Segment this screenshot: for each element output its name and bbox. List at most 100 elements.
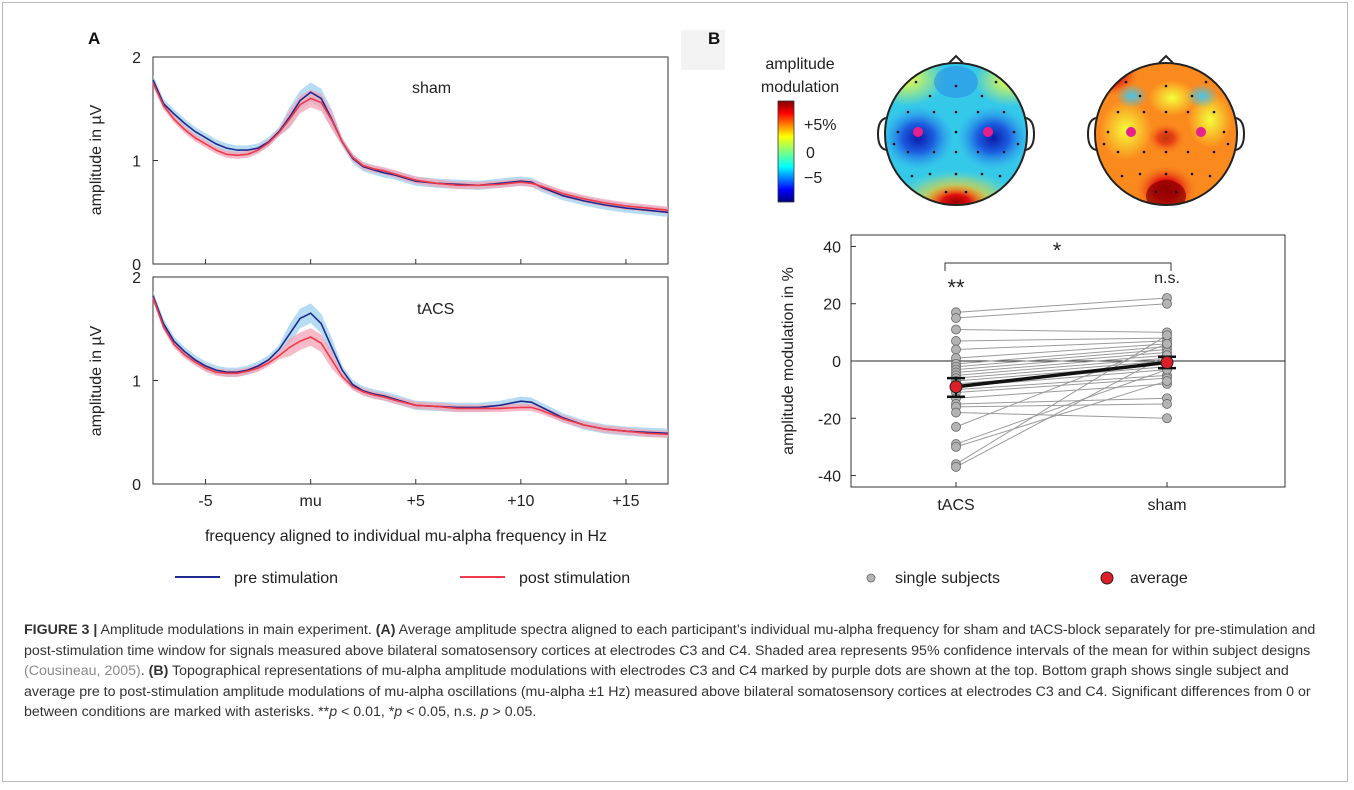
caption-stats: < 0.01, * xyxy=(337,704,395,720)
panel-b-label-bg xyxy=(681,30,725,70)
axes-frame xyxy=(152,276,669,485)
subject-line xyxy=(955,343,1168,359)
panel-a: sham 0 1 2 tACS 0 1 2 -5 mu +5 +10 +15 amplitude … xyxy=(88,50,669,587)
x-tick-label: sham xyxy=(1147,497,1186,514)
electrode-dot xyxy=(976,110,980,114)
electrode-dot xyxy=(1012,130,1016,134)
caption-a-tag: (A) xyxy=(375,622,396,638)
spectrum-sham-subplot: sham 0 1 2 xyxy=(132,50,669,274)
y-tick-label: 0 xyxy=(132,257,141,274)
axes-frame xyxy=(152,56,669,265)
subject-dot-tacs xyxy=(951,462,961,472)
electrode-dot xyxy=(964,190,968,194)
legend-post-label: post stimulation xyxy=(519,570,630,587)
electrode-dot xyxy=(906,110,910,114)
electrode-dot xyxy=(906,150,910,154)
series-line-post xyxy=(152,82,669,211)
topomap-tacs xyxy=(876,54,1036,206)
subject-dot-sham xyxy=(1162,330,1172,341)
electrode-dot xyxy=(1186,150,1190,154)
y-tick-label: 1 xyxy=(132,374,141,391)
subject-line xyxy=(955,349,1168,368)
x-tick-label: mu xyxy=(300,493,322,510)
legend-average-label: average xyxy=(1130,570,1188,587)
colorbar xyxy=(777,100,795,203)
subject-line xyxy=(955,337,1168,342)
electrode-dot xyxy=(1190,94,1194,98)
electrode-dot xyxy=(896,130,900,134)
electrode-dot xyxy=(1138,172,1142,176)
electrode-dot xyxy=(928,94,932,98)
electrode-dot xyxy=(1116,110,1120,114)
colorbar-title-1: amplitude xyxy=(765,56,834,73)
legend-average-marker xyxy=(1100,571,1114,585)
legend-pre-label: pre stimulation xyxy=(234,570,338,587)
subject-line xyxy=(955,397,1168,405)
subject-dot-tacs xyxy=(951,336,961,346)
electrode-dot xyxy=(1164,172,1168,176)
subject-line xyxy=(955,334,1168,465)
subject-line xyxy=(955,369,1168,445)
electrode-dot xyxy=(892,142,896,146)
caption-citation[interactable]: (Cousineau, 2005) xyxy=(24,663,141,679)
electrode-dot xyxy=(954,172,958,176)
colorbar-title-2: modulation xyxy=(761,79,839,96)
average-dot-sham xyxy=(1160,355,1174,369)
y-axis-label-bottom: amplitude in µV xyxy=(88,325,105,436)
figure-caption: FIGURE 3 | Amplitude modulations in main… xyxy=(24,622,1316,720)
electrode-c3 xyxy=(1126,127,1136,137)
colorbar-tick-0: 0 xyxy=(806,145,815,162)
ci-band-pre xyxy=(153,291,668,438)
colorbar-tick-plus5: +5% xyxy=(804,117,836,134)
legend-single-marker xyxy=(866,573,876,583)
electrode-dot xyxy=(1002,110,1006,114)
subject-line xyxy=(955,412,1168,419)
electrode-dot xyxy=(1164,110,1168,114)
electrode-dot xyxy=(998,174,1002,178)
colorbar-tick-minus5: −5 xyxy=(804,170,822,187)
subject-line xyxy=(955,351,1168,371)
subject-dot-tacs xyxy=(951,313,961,323)
electrode-dot xyxy=(1164,130,1168,134)
subject-dot-tacs xyxy=(951,442,961,452)
subject-line xyxy=(955,346,1168,365)
caption-stats: > 0.05. xyxy=(488,704,537,720)
electrode-dot xyxy=(1204,80,1208,84)
subject-dot-sham xyxy=(1162,399,1172,409)
caption-stats: < 0.05, n.s. xyxy=(402,704,481,720)
spectrum-tacs-subplot: tACS 0 1 2 -5 mu +5 +10 +15 xyxy=(132,270,669,510)
caption-p: p xyxy=(329,704,338,720)
subject-line xyxy=(955,380,1168,448)
electrode-dot xyxy=(1208,174,1212,178)
electrode-dot xyxy=(980,94,984,98)
panel-b: amplitude modulation +5% 0 −5 xyxy=(761,54,1286,587)
electrode-dot xyxy=(1174,190,1178,194)
electrode-dot xyxy=(910,174,914,178)
y-tick-label: -20 xyxy=(818,411,841,428)
panel-label-b: B xyxy=(708,29,720,48)
caption-stats: ** xyxy=(318,704,330,720)
subject-line xyxy=(955,354,1168,468)
left-ear xyxy=(1086,117,1097,151)
y-tick-label: 1 xyxy=(132,154,141,171)
subject-dot-tacs xyxy=(951,344,961,355)
significance-bracket xyxy=(944,262,1172,271)
electrode-dot xyxy=(1116,150,1120,154)
caption-p: p xyxy=(394,704,403,720)
electrode-dot xyxy=(1142,150,1146,154)
electrode-dot xyxy=(1226,142,1230,146)
subject-line xyxy=(955,360,1168,379)
y-tick-label: 2 xyxy=(132,270,141,287)
head-outline xyxy=(1094,62,1238,206)
caption-b-text: Topographical representations of mu-alph… xyxy=(24,663,1311,720)
caption-intro: Amplitude modulations in main experiment… xyxy=(100,622,372,638)
caption-p: p xyxy=(480,704,489,720)
average-line xyxy=(955,360,1168,389)
y-tick-label: -40 xyxy=(818,469,841,486)
right-ear xyxy=(1235,117,1246,151)
series-line-pre xyxy=(152,295,669,435)
electrode-dot xyxy=(914,80,918,84)
subject-dot-sham xyxy=(1162,376,1172,386)
subject-line xyxy=(955,303,1168,319)
electrode-dot xyxy=(1222,130,1226,134)
